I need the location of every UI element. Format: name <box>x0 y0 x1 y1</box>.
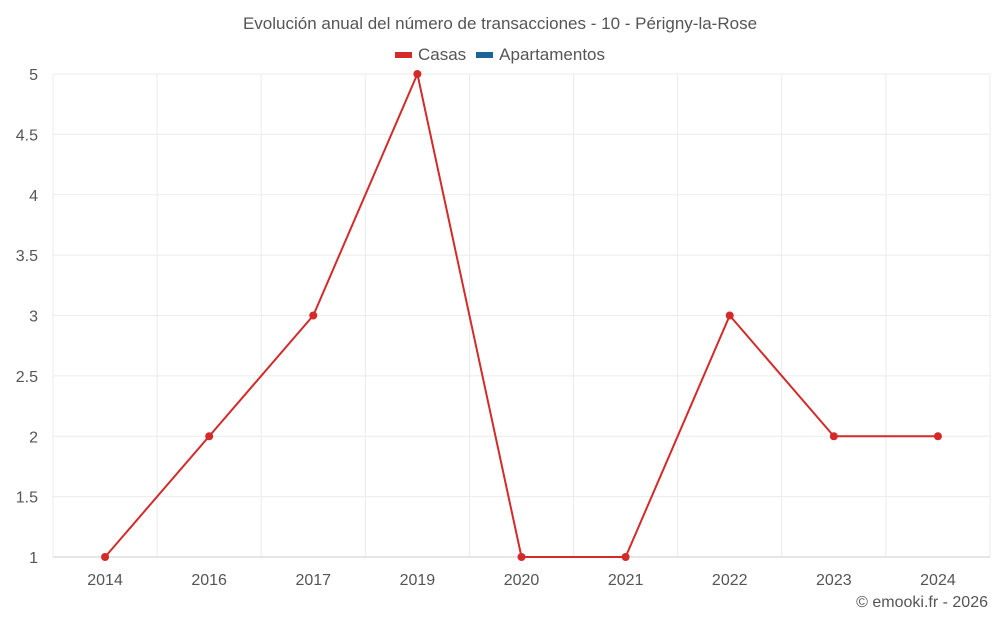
y-tick-label: 4.5 <box>16 127 38 144</box>
data-point-casas <box>621 553 630 561</box>
y-tick-label: 5 <box>29 67 38 84</box>
chart-title: Evolución anual del número de transaccio… <box>242 14 758 33</box>
data-point-casas <box>101 553 110 561</box>
legend-item-apartamentos[interactable]: Apartamentos <box>476 45 605 65</box>
data-point-casas <box>413 70 422 78</box>
x-tick-label: 2021 <box>608 572 644 589</box>
data-point-casas <box>517 553 526 561</box>
y-tick-label: 2 <box>29 429 38 446</box>
y-tick-label: 2.5 <box>16 369 38 386</box>
data-point-casas <box>829 432 838 441</box>
data-point-casas <box>725 311 734 320</box>
x-tick-label: 2024 <box>920 572 956 589</box>
y-tick-label: 1.5 <box>16 490 38 507</box>
legend-swatch-casas <box>394 52 412 58</box>
x-tick-label: 2017 <box>295 572 331 589</box>
x-tick-label: 2022 <box>712 572 748 589</box>
x-tick-label: 2019 <box>400 572 436 589</box>
legend-label-casas: Casas <box>417 45 467 64</box>
x-tick-label: 2016 <box>191 572 227 589</box>
x-tick-label: 2023 <box>816 572 852 589</box>
y-tick-label: 4 <box>29 188 38 205</box>
legend-item-casas[interactable]: Casas <box>394 45 467 65</box>
y-tick-label: 3.5 <box>16 248 38 265</box>
legend-label-apartamentos: Apartamentos <box>499 45 606 64</box>
data-point-casas <box>933 432 942 441</box>
x-tick-label: 2014 <box>87 572 123 589</box>
footer-credit: © emooki.fr - 2026 <box>856 594 988 611</box>
legend-swatch-apartamentos <box>476 52 494 58</box>
data-point-casas <box>205 432 214 441</box>
data-point-casas <box>309 311 318 320</box>
x-tick-label: 2020 <box>504 572 540 589</box>
y-tick-label: 1 <box>29 550 38 567</box>
y-tick-label: 3 <box>29 309 38 326</box>
legend: Casas Apartamentos <box>0 45 1000 65</box>
